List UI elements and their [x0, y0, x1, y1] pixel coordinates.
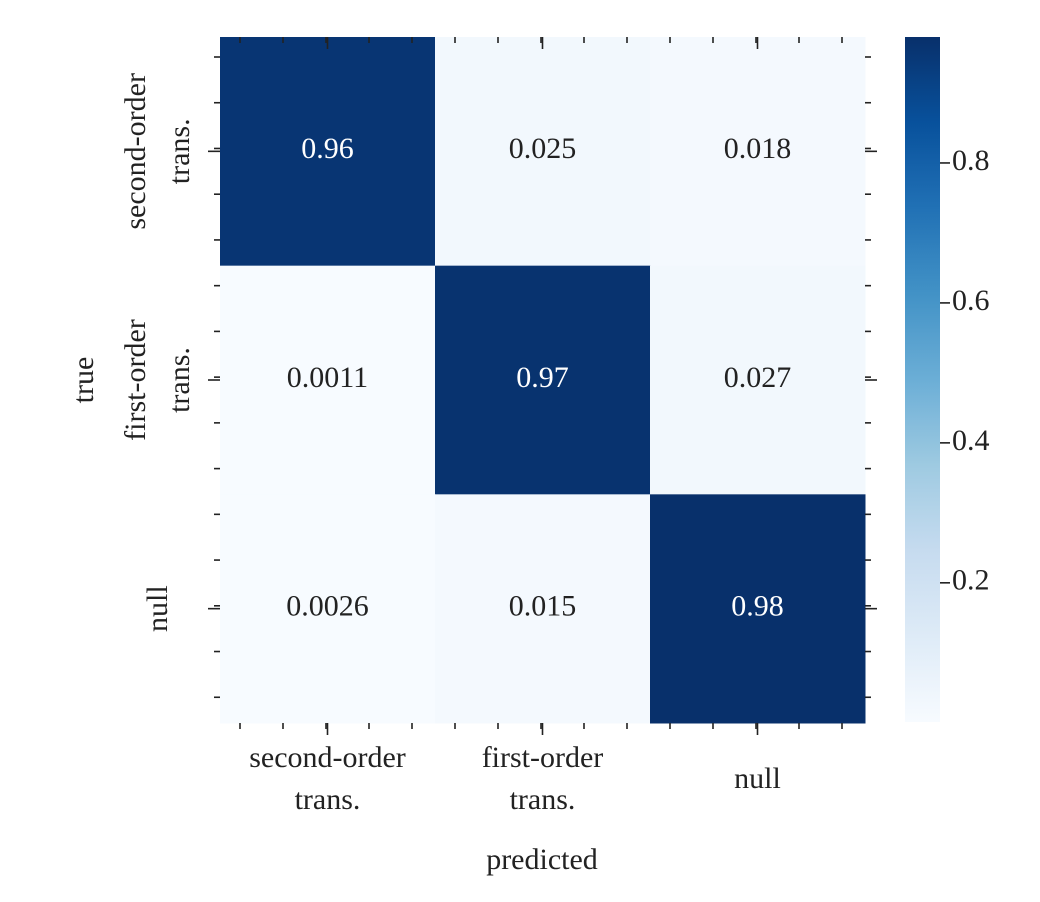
heatmap-cell [435, 37, 651, 267]
cell-label: 0.0026 [286, 590, 369, 623]
y-tick-label: null [141, 585, 174, 632]
y-axis-label: true [67, 357, 100, 404]
colorbar-tick-label: 0.8 [952, 144, 990, 177]
colorbar-tick-label: 0.6 [952, 284, 990, 317]
heatmap-cell [435, 265, 651, 495]
cell-label: 0.98 [731, 590, 784, 623]
cell-label: 0.0011 [287, 361, 368, 394]
cell-label: 0.015 [509, 590, 577, 623]
heatmap-cell [650, 265, 866, 495]
cell-label: 0.018 [724, 132, 792, 165]
y-tick-label: first-order trans. [119, 319, 196, 441]
cell-label: 0.027 [724, 361, 792, 394]
heatmap-cell [220, 37, 436, 267]
colorbar-tick-label: 0.4 [952, 424, 990, 457]
heatmap-cell [220, 265, 436, 495]
heatmap-cell [220, 494, 436, 724]
cell-label: 0.025 [509, 132, 577, 165]
colorbar [905, 37, 940, 722]
heatmap-cell [435, 494, 651, 724]
colorbar-tick-label: 0.2 [952, 564, 990, 597]
heatmap-cell [650, 494, 866, 724]
heatmap-cell [650, 37, 866, 267]
x-tick-label: null [734, 762, 781, 795]
x-axis-label: predicted [486, 843, 598, 876]
y-tick-label: second-order trans. [119, 73, 196, 230]
cell-label: 0.97 [516, 361, 569, 394]
x-tick-label: first-order trans. [482, 741, 604, 816]
cell-label: 0.96 [301, 132, 354, 165]
x-tick-label: second-order trans. [249, 741, 406, 816]
